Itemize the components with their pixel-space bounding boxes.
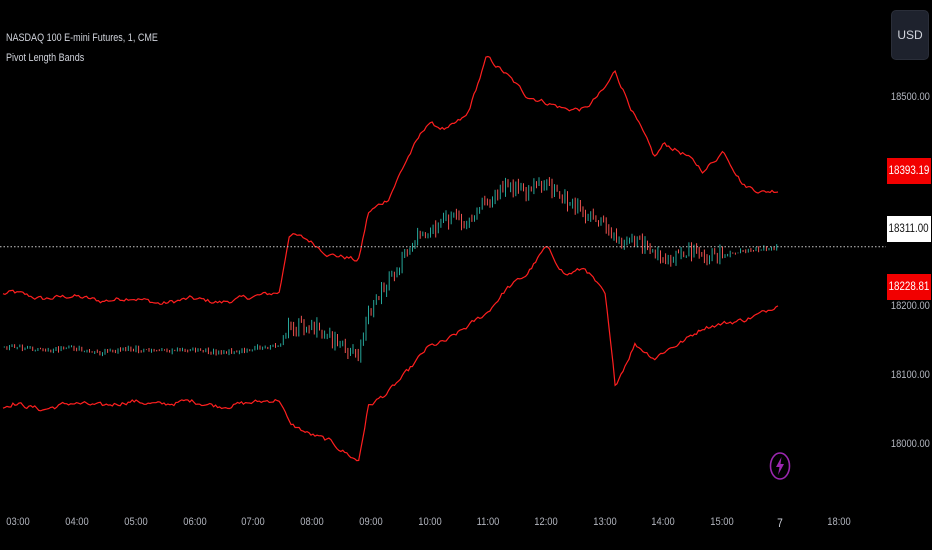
x-tick-label: 18:00	[827, 516, 851, 528]
currency-label: USD	[897, 28, 923, 42]
x-tick-label: 10:00	[418, 516, 442, 528]
x-tick-label: 14:00	[651, 516, 675, 528]
x-tick-label: 05:00	[124, 516, 148, 528]
upper-band-price-label: 18393.19	[888, 165, 930, 177]
time-axis[interactable]: 03:00 04:00 05:00 06:00 07:00 08:00 09:0…	[0, 508, 886, 538]
x-tick-label: 13:00	[593, 516, 617, 528]
symbol-title[interactable]: NASDAQ 100 E-mini Futures, 1, CME	[6, 32, 158, 44]
upper-band-line	[2, 55, 779, 305]
y-tick-label: 18100.00	[890, 369, 930, 381]
indicator-title[interactable]: Pivot Length Bands	[6, 52, 85, 64]
last-price-badge: 18311.00	[887, 216, 931, 242]
lower-band-price-label: 18228.81	[888, 281, 930, 293]
price-axis[interactable]: 18500.00 18200.00 18100.00 18000.00	[886, 0, 932, 520]
x-tick-label: 07:00	[241, 516, 265, 528]
x-tick-label: 03:00	[6, 516, 30, 528]
x-tick-label: 09:00	[359, 516, 383, 528]
x-tick-label: 08:00	[300, 516, 324, 528]
y-tick-label: 18200.00	[890, 300, 930, 312]
x-tick-label: 06:00	[183, 516, 207, 528]
x-tick-label: 11:00	[476, 516, 500, 528]
x-tick-label: 15:00	[710, 516, 734, 528]
x-tick-label: 7	[777, 516, 783, 530]
lower-band-line	[2, 246, 779, 462]
y-tick-label: 18000.00	[890, 438, 930, 450]
last-price-label: 18311.00	[888, 223, 930, 235]
currency-button[interactable]: USD	[891, 10, 929, 60]
x-tick-label: 12:00	[534, 516, 558, 528]
y-tick-label: 18500.00	[890, 91, 930, 103]
upper-band-price-badge: 18393.19	[887, 158, 931, 184]
plot-area[interactable]	[0, 0, 886, 508]
lightning-icon[interactable]	[769, 451, 791, 481]
lower-band-price-badge: 18228.81	[887, 274, 931, 300]
x-tick-label: 04:00	[65, 516, 89, 528]
